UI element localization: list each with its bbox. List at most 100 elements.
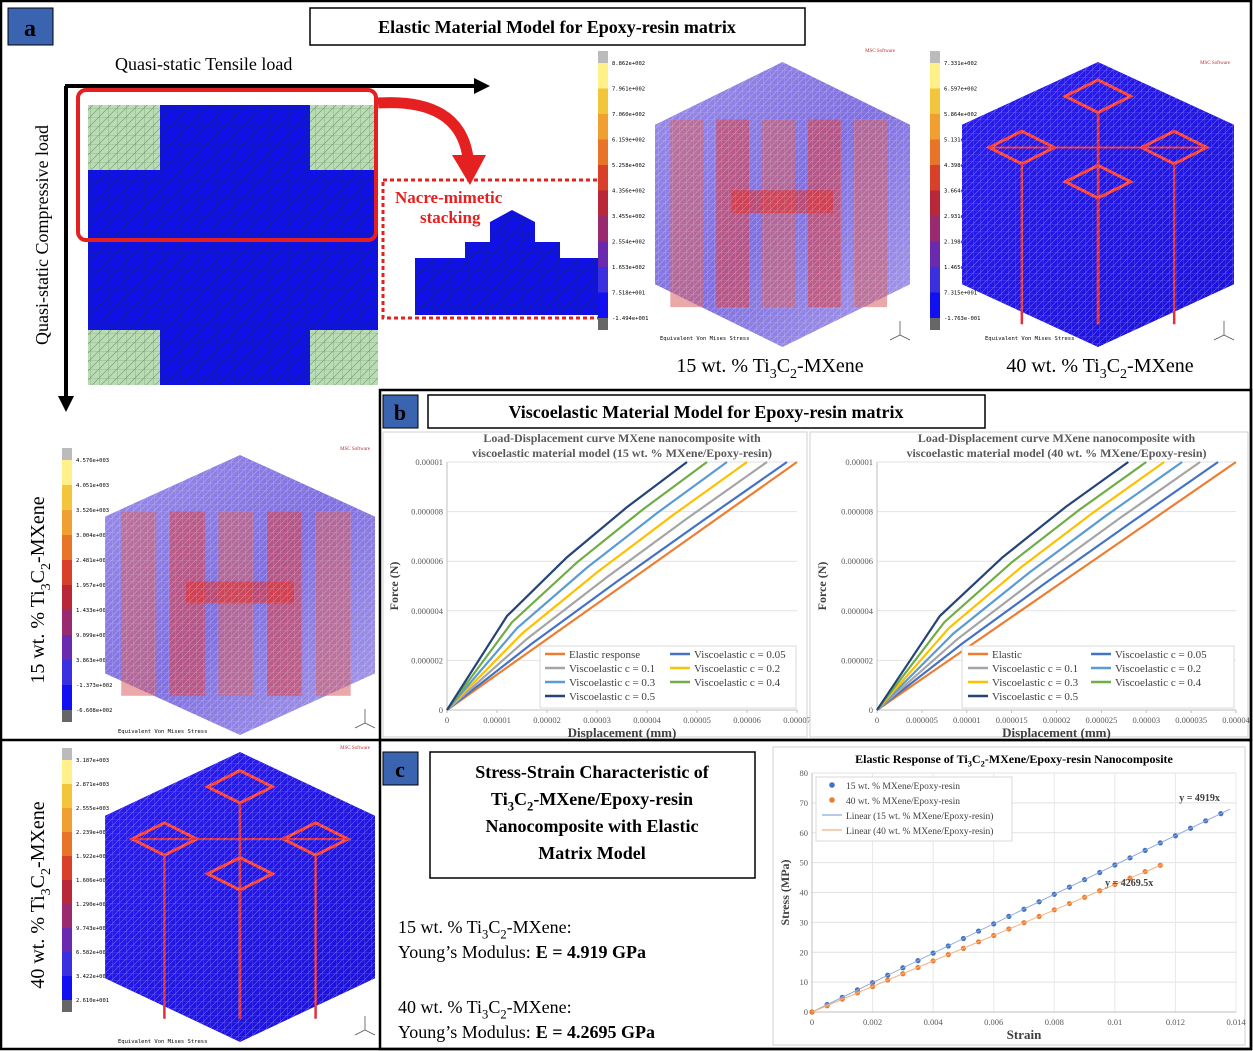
result-material: 15 wt. % Ti3C2-MXene: — [398, 917, 572, 941]
legend-label: Linear (15 wt. % MXene/Epoxy-resin) — [846, 811, 993, 822]
colorbar-cap — [598, 318, 608, 330]
panel-title-part: Nanocomposite with Elastic — [486, 816, 699, 836]
axis-triad — [355, 1016, 375, 1035]
panel-title: Nanocomposite with Elastic — [486, 816, 699, 836]
axis-triad — [890, 321, 910, 340]
colorbar-segment — [930, 216, 940, 242]
colorbar-label: 4.576e+003 — [76, 458, 109, 464]
caption-part: C — [1107, 355, 1120, 377]
fe-mesh — [105, 752, 375, 1042]
colorbar-cap — [62, 710, 72, 722]
y-tick-label: 0.000008 — [411, 507, 443, 517]
x-tick-label: 0.00001 — [483, 715, 511, 725]
colorbar-label: 5.258e+002 — [612, 163, 645, 169]
x-tick-label: 0.002 — [863, 1017, 882, 1027]
legend-swatch — [829, 782, 835, 788]
colorbar-segment — [62, 880, 72, 904]
colorbar-segment — [598, 267, 608, 293]
y-axis-label: Stress (MPa) — [778, 859, 792, 925]
caption-part: 40 wt. % Ti — [27, 895, 49, 989]
logo: MSC Software — [340, 447, 371, 452]
caption: 40 wt. % Ti3C2-MXene — [27, 801, 54, 988]
legend-label: 40 wt. % MXene/Epoxy-resin — [846, 797, 960, 807]
legend-label: Viscoelastic c = 0.3 — [992, 677, 1079, 689]
legend-label: Viscoelastic c = 0.2 — [1115, 663, 1201, 675]
y-tick-label: 0.000004 — [841, 606, 874, 616]
colorbar-segment — [598, 140, 608, 166]
x-tick-label: 0.006 — [984, 1017, 1003, 1027]
chart-title: Load-Displacement curve MXene nanocompos… — [483, 431, 761, 445]
colorbar-cap — [930, 51, 940, 63]
x-tick-label: 0 — [810, 1017, 814, 1027]
y-tick-label: 20 — [800, 947, 809, 957]
x-tick-label: 0 — [445, 715, 449, 725]
result-material-part: -MXene: — [507, 917, 572, 937]
colorbar-label: 3.004e+003 — [76, 533, 109, 539]
colorbar-label: -6.608e+002 — [76, 708, 112, 714]
x-tick-label: 0.00002 — [1043, 715, 1071, 725]
colorbar-label: 2.555e+003 — [76, 806, 109, 812]
chart-title-part: Elastic Response of Ti — [855, 752, 968, 766]
figure: a Elastic Material Model for Epoxy-resin… — [0, 0, 1253, 1051]
colorbar-label: 2.554e+002 — [612, 240, 645, 246]
x-tick-label: 0.004 — [924, 1017, 944, 1027]
y-axis-label: Force (N) — [815, 562, 829, 611]
legend-label: Viscoelastic c = 0.3 — [569, 677, 656, 689]
colorbar-segment — [598, 89, 608, 115]
y-tick-label: 70 — [800, 798, 809, 808]
fe-model — [105, 455, 375, 735]
y-tick-label: 10 — [800, 977, 809, 987]
caption: 15 wt. % Ti3C2-MXene — [676, 355, 863, 382]
colorbar-segment — [62, 952, 72, 976]
logo: MSC Software — [1200, 61, 1231, 66]
y-tick-label: 0.000002 — [411, 655, 443, 665]
caption-part: 2 — [39, 868, 54, 875]
colorbar-segment — [62, 585, 72, 610]
colorbar-segment — [62, 660, 72, 685]
result-material-part: C — [488, 917, 500, 937]
caption-part: C — [27, 570, 49, 583]
annotation: y = 4269.5x — [1105, 878, 1153, 889]
colorbar-label: 1.606e+003 — [76, 878, 109, 884]
legend-label: Viscoelastic c = 0.5 — [569, 691, 656, 703]
chart-title: Load-Displacement curve MXene nanocompos… — [918, 431, 1196, 445]
colorbar-segment — [598, 165, 608, 191]
panel-title-part: Stress-Strain Characteristic of — [475, 762, 710, 782]
y-tick-label: 0.00001 — [845, 457, 873, 467]
colorbar-segment — [598, 114, 608, 140]
colorbar-segment — [62, 808, 72, 832]
caption-part: C — [777, 355, 790, 377]
x-tick-label: 0.00007 — [783, 715, 811, 725]
panel-label: a — [24, 16, 36, 42]
colorbar-label: 2.610e+001 — [76, 998, 109, 1004]
logo: MSC Software — [865, 49, 896, 54]
y-axis-label: Force (N) — [387, 562, 401, 611]
fe-mesh — [962, 62, 1234, 347]
colorbar-cap — [62, 1000, 72, 1012]
colorbar-segment — [930, 63, 940, 89]
x-tick-label: 0 — [875, 715, 879, 725]
stress-label: Equivalent Von Mises Stress — [118, 1039, 207, 1045]
colorbar-label: -1.763e-001 — [944, 316, 980, 322]
colorbar-label: 3.422e+002 — [76, 974, 109, 980]
legend-label: Elastic response — [569, 649, 640, 661]
colorbar-segment — [62, 832, 72, 856]
x-tick-label: 0.00005 — [683, 715, 711, 725]
nacre-label: Nacre-mimetic — [395, 188, 503, 207]
colorbar-segment — [930, 165, 940, 191]
colorbar-label: 6.582e+002 — [76, 950, 109, 956]
caption-part: -MXene — [1127, 355, 1194, 377]
x-axis-label: Displacement (mm) — [1002, 725, 1111, 740]
x-tick-label: 0.014 — [1226, 1017, 1246, 1027]
caption-part: 15 wt. % Ti — [27, 590, 49, 684]
x-tick-label: 0.00002 — [533, 715, 561, 725]
caption-part: 3 — [39, 583, 54, 590]
y-tick-label: 0.000002 — [841, 655, 873, 665]
x-tick-label: 0.01 — [1107, 1017, 1122, 1027]
colorbar-segment — [62, 635, 72, 660]
logo: MSC Software — [340, 746, 371, 751]
y-tick-label: 0.000006 — [411, 556, 443, 566]
result-modulus: Young’s Modulus:E = 4.919 GPa — [398, 942, 646, 962]
panel-title: Stress-Strain Characteristic of — [475, 762, 710, 782]
colorbar-segment — [62, 485, 72, 510]
